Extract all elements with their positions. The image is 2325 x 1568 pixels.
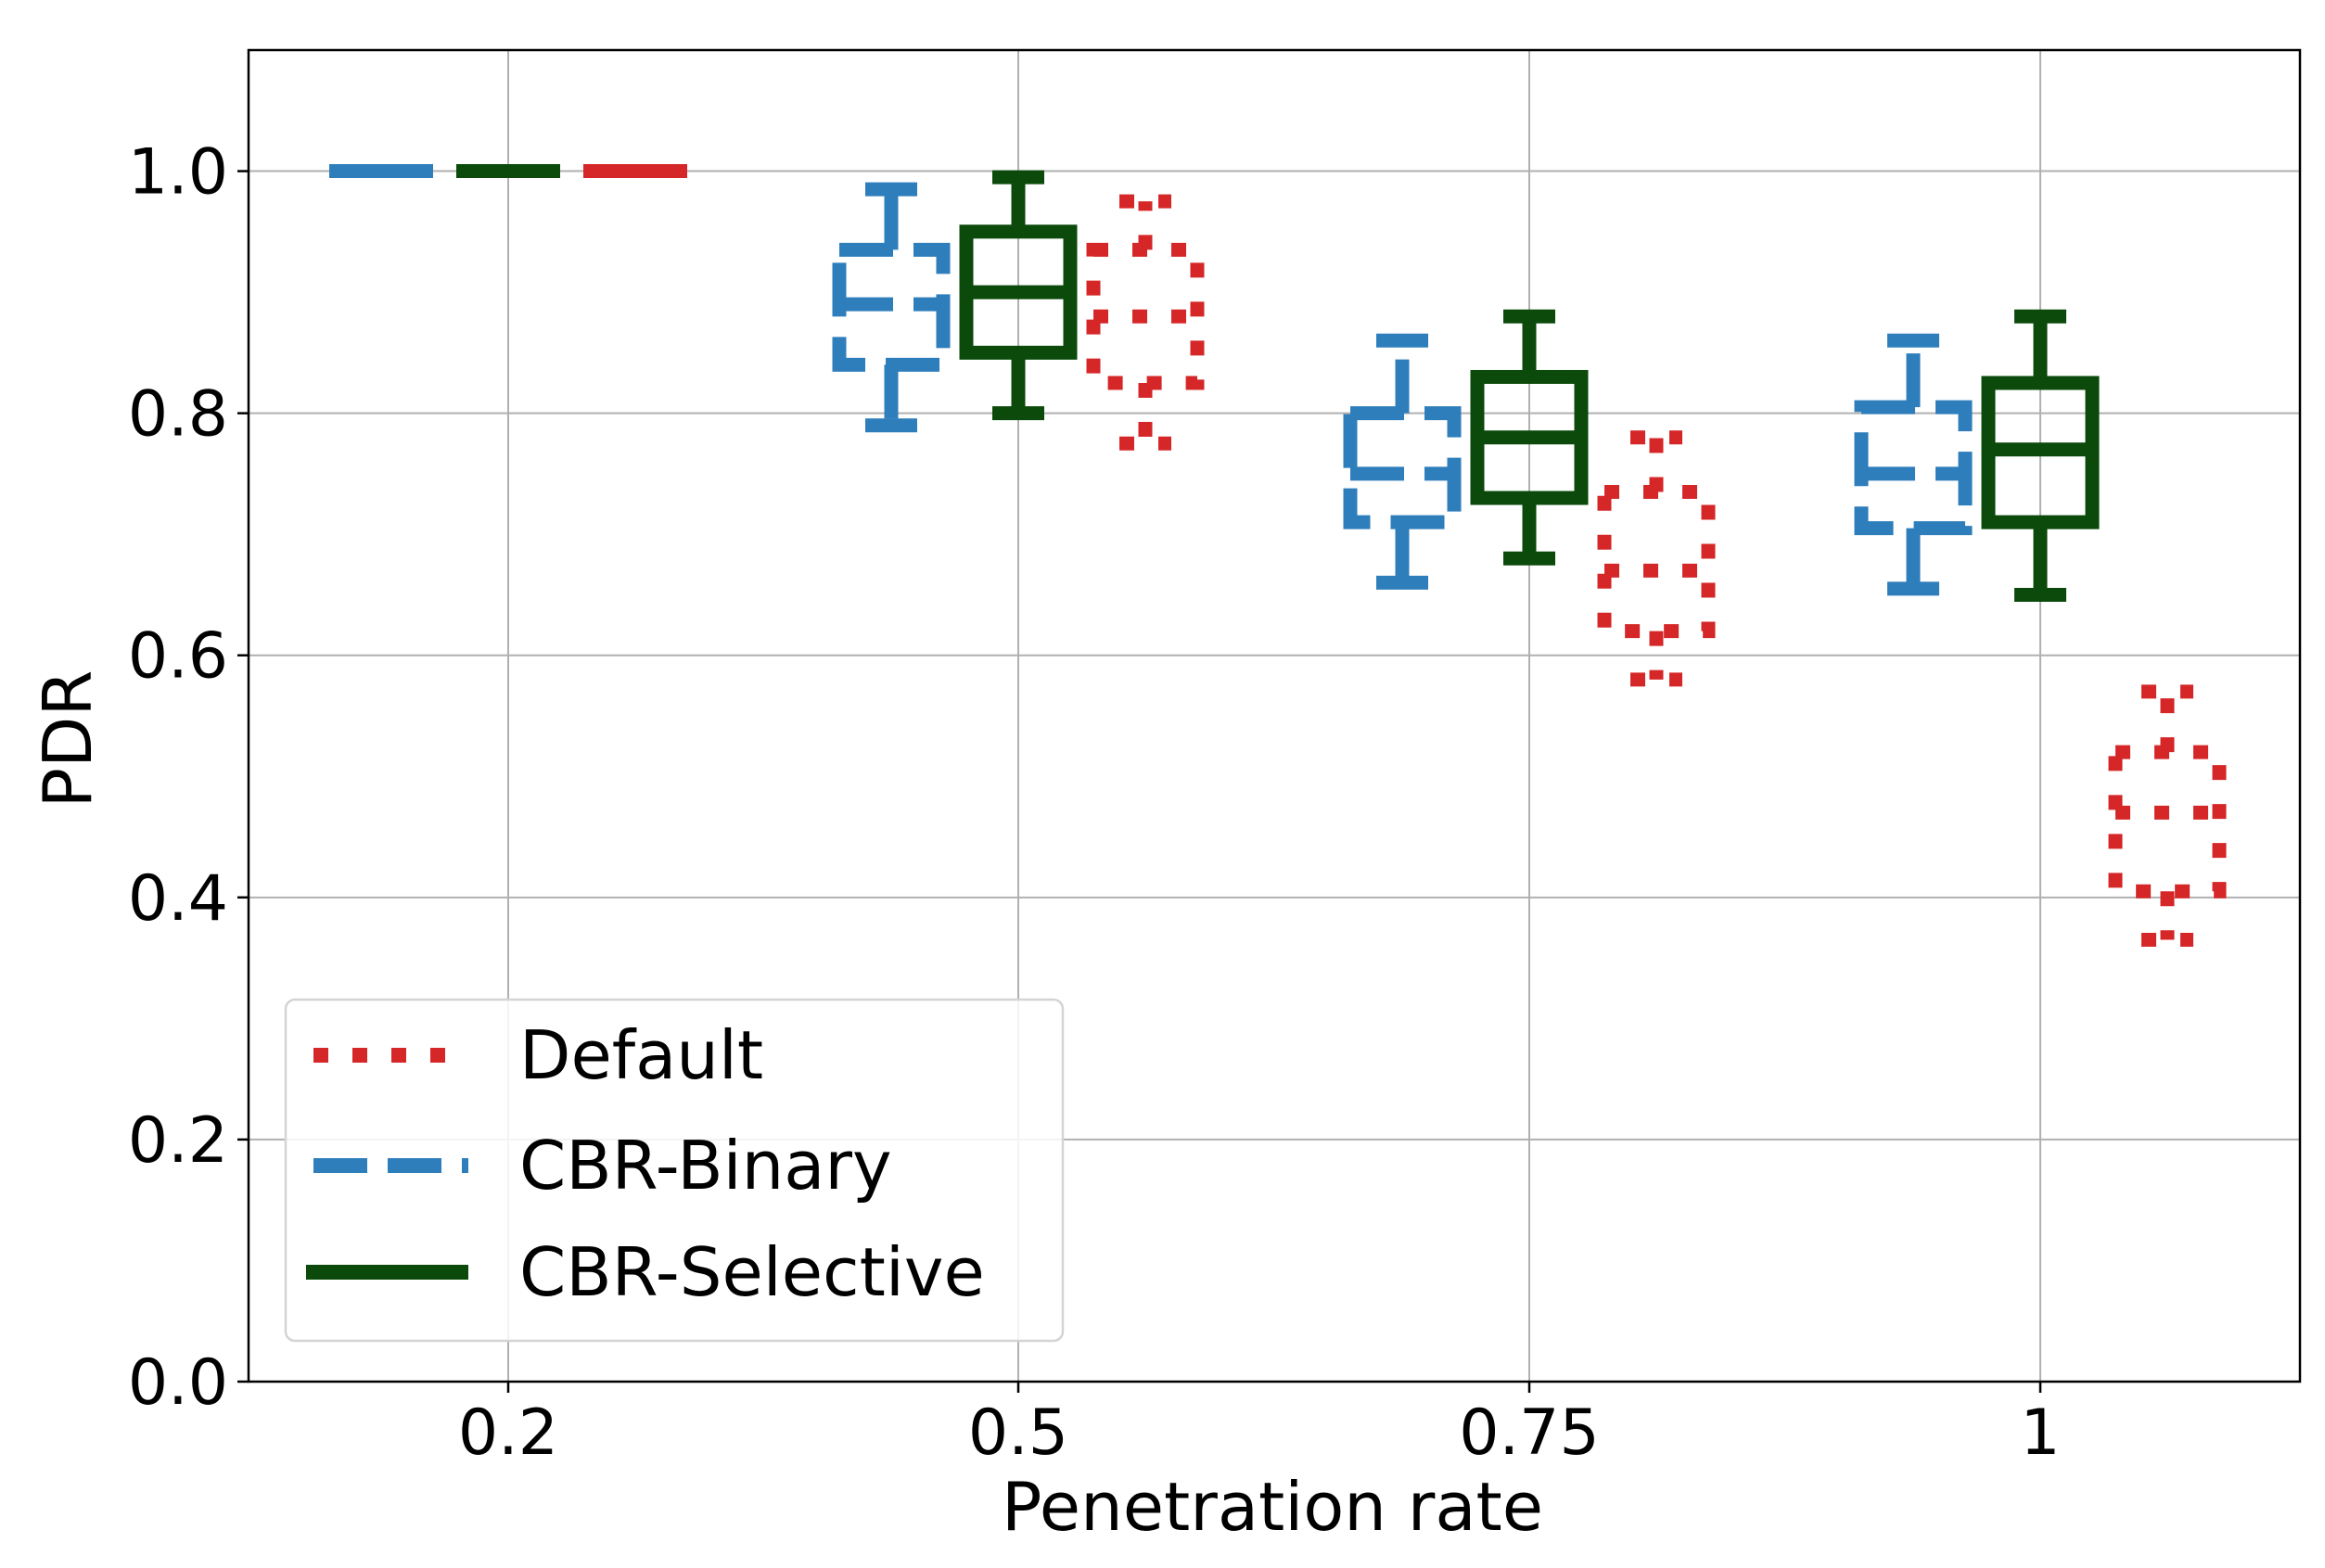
series-default bbox=[583, 164, 2227, 948]
plot-frame bbox=[247, 48, 2302, 1383]
legend-label-cbr-selective: CBR-Selective bbox=[519, 1233, 985, 1311]
y-tick-label: 0.8 bbox=[128, 378, 228, 452]
box-default-0.5 bbox=[1086, 194, 1205, 451]
x-tick-label: 0.2 bbox=[458, 1396, 558, 1470]
legend-label-default: Default bbox=[519, 1016, 763, 1094]
legend: Default CBR-Binary CBR-Selective bbox=[284, 998, 1065, 1343]
x-tick-label: 0.75 bbox=[1459, 1396, 1599, 1470]
y-axis-title: PDR bbox=[29, 670, 107, 809]
y-tick-label: 0.6 bbox=[128, 620, 228, 694]
box-cbr-selective-1 bbox=[1981, 309, 2100, 602]
y-tick-label: 0.4 bbox=[128, 862, 228, 936]
y-tick-label: 1.0 bbox=[128, 136, 228, 210]
box-default-1 bbox=[2108, 684, 2227, 948]
box-cbr-binary-0.75 bbox=[1343, 333, 1462, 590]
plot-series bbox=[329, 164, 2227, 948]
iqr-box bbox=[2108, 745, 2227, 899]
y-tick-label: 0.2 bbox=[128, 1104, 228, 1178]
series-cbr-selective bbox=[456, 164, 2100, 602]
box-cbr-selective-0.5 bbox=[959, 170, 1078, 421]
legend-frame bbox=[284, 998, 1065, 1343]
iqr-box bbox=[1597, 484, 1716, 639]
box-cbr-binary-0.5 bbox=[832, 182, 951, 433]
axis-ticks: 0.0 0.2 0.4 0.6 0.8 1.0 0.2 0.5 0.75 1 bbox=[128, 136, 2061, 1470]
x-axis-title: Penetration rate bbox=[1002, 1468, 1543, 1546]
series-cbr-binary bbox=[329, 164, 1973, 596]
legend-label-cbr-binary: CBR-Binary bbox=[519, 1127, 892, 1205]
y-tick-label: 0.0 bbox=[128, 1346, 228, 1420]
x-tick-label: 0.5 bbox=[968, 1396, 1068, 1470]
box-default-0.75 bbox=[1597, 430, 1716, 687]
box-cbr-selective-0.75 bbox=[1470, 309, 1589, 566]
box-cbr-binary-1 bbox=[1854, 333, 1973, 596]
x-tick-label: 1 bbox=[2020, 1396, 2060, 1470]
